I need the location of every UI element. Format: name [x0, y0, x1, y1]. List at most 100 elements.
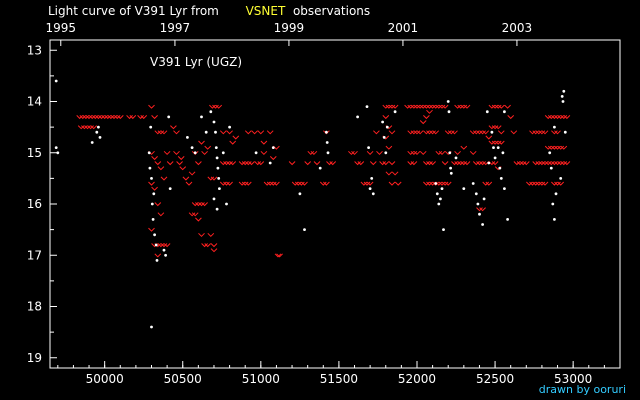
- observation-point: [167, 115, 171, 119]
- upper-limit-point: [238, 161, 246, 166]
- upper-limit-point: [160, 176, 168, 181]
- upper-limit-point: [207, 232, 215, 238]
- upper-limit-point: [407, 104, 415, 109]
- observation-point: [481, 223, 484, 226]
- upper-limit-point: [416, 104, 424, 109]
- star-label: V391 Lyr (UGZ): [150, 55, 242, 69]
- upper-limit-point: [219, 161, 227, 166]
- upper-limit-point: [535, 130, 543, 135]
- upper-limit-point: [410, 150, 418, 156]
- observation-point: [153, 233, 157, 237]
- upper-limit-point: [557, 181, 565, 186]
- observation-point: [437, 202, 441, 206]
- observation-point: [152, 192, 156, 196]
- upper-limit-point: [129, 115, 137, 120]
- observation-point: [440, 187, 444, 191]
- upper-limit-point: [419, 120, 427, 125]
- upper-limit-point: [491, 161, 499, 166]
- observation-point: [560, 95, 564, 98]
- upper-limit-point: [454, 150, 461, 156]
- upper-limit-point: [391, 104, 399, 109]
- observation-point: [148, 166, 152, 170]
- y-tick-label: 17: [27, 248, 42, 262]
- upper-limit-point: [460, 104, 468, 109]
- upper-limit-point: [532, 161, 540, 166]
- observation-point: [485, 110, 489, 114]
- upper-limit-point: [98, 115, 105, 120]
- upper-limit-point: [488, 104, 496, 109]
- upper-limit-point: [557, 145, 565, 150]
- upper-limit-point: [195, 202, 202, 207]
- observation-point: [218, 187, 221, 191]
- y-axis: 13 14 15 16 17 18 19: [27, 43, 57, 365]
- observation-point: [268, 161, 272, 165]
- year-tick-label: 1999: [274, 21, 305, 35]
- upper-limit-point: [519, 161, 527, 166]
- upper-limit-point: [173, 150, 180, 156]
- upper-limit-point: [410, 161, 418, 166]
- upper-limit-point: [426, 130, 433, 135]
- upper-limit-point: [385, 145, 393, 150]
- upper-limit-point: [185, 181, 193, 186]
- upper-limit-point: [201, 243, 208, 248]
- upper-limit-point: [76, 115, 84, 120]
- upper-limit-point: [463, 161, 471, 166]
- observation-point: [212, 197, 216, 201]
- upper-limit-point: [157, 212, 165, 217]
- observation-point: [368, 187, 372, 191]
- upper-limit-point: [376, 150, 383, 156]
- observation-point: [186, 136, 189, 139]
- upper-limit-point: [435, 150, 443, 156]
- upper-limit-point: [560, 145, 568, 150]
- title-suffix: observations: [292, 4, 371, 18]
- x-tick-label: 52500: [476, 372, 514, 386]
- upper-limit-point: [215, 104, 223, 109]
- observation-point: [215, 207, 219, 211]
- upper-limit-point: [223, 181, 230, 186]
- upper-limit-point: [447, 130, 455, 135]
- upper-limit-point: [438, 181, 446, 186]
- upper-limit-point: [538, 130, 546, 135]
- observation-point: [228, 125, 232, 129]
- upper-limit-point: [557, 115, 565, 120]
- observation-point: [225, 202, 228, 206]
- upper-limit-point: [154, 253, 162, 258]
- upper-limit-point: [219, 130, 227, 135]
- upper-limit-point: [432, 104, 440, 109]
- observation-point: [90, 141, 94, 144]
- upper-limit-point: [429, 161, 436, 166]
- upper-limit-point: [191, 212, 199, 217]
- observation-point: [562, 89, 566, 93]
- upper-limit-point: [429, 104, 436, 109]
- upper-limit-point: [329, 161, 337, 166]
- upper-limit-point: [116, 115, 124, 120]
- upper-limit-point: [544, 145, 552, 150]
- upper-limit-point: [198, 140, 205, 145]
- upper-limit-point: [529, 181, 536, 186]
- observation-point: [154, 243, 158, 247]
- upper-limit-point: [323, 181, 330, 186]
- year-tick-label: 2001: [388, 21, 419, 35]
- upper-limit-point: [485, 181, 493, 186]
- upper-limit-point: [488, 140, 496, 145]
- upper-limit-point: [210, 176, 218, 181]
- upper-limit-point: [273, 181, 280, 186]
- upper-limit-point: [385, 171, 393, 176]
- upper-limit-point: [482, 181, 490, 186]
- upper-limit-point: [441, 104, 449, 109]
- upper-limit-point: [188, 212, 196, 217]
- upper-limit-point: [204, 243, 212, 248]
- observation-point: [476, 202, 480, 206]
- upper-limit-point: [407, 161, 415, 166]
- upper-limit-point: [547, 145, 555, 150]
- upper-limit-point: [491, 140, 499, 145]
- upper-limit-point: [163, 150, 171, 156]
- observation-point: [498, 166, 502, 170]
- observation-point: [449, 171, 453, 175]
- upper-limit-point: [373, 130, 380, 135]
- upper-limit-point: [191, 150, 199, 156]
- upper-limit-point: [494, 104, 502, 109]
- upper-limit-point: [438, 150, 446, 156]
- upper-limit-point: [307, 150, 315, 156]
- upper-limit-point: [154, 130, 162, 135]
